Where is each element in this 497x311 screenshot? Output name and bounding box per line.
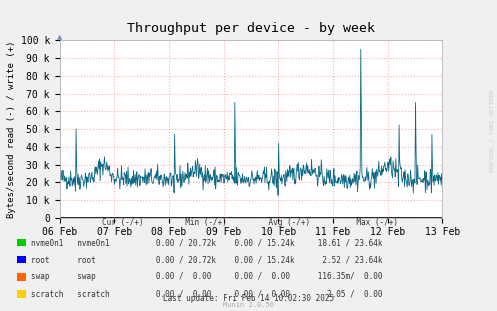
Text: Cur (-/+)         Min (-/+)         Avg (-/+)          Max (-/+): Cur (-/+) Min (-/+) Avg (-/+) Max (-/+) <box>65 218 398 227</box>
Text: Munin 2.0.56: Munin 2.0.56 <box>223 302 274 308</box>
Title: Throughput per device - by week: Throughput per device - by week <box>127 22 375 35</box>
Text: scratch   scratch          0.00 /  0.00     0.00 /  0.00        2.05 /  0.00: scratch scratch 0.00 / 0.00 0.00 / 0.00 … <box>31 290 382 298</box>
Text: RRDTOOL / TOBI OETIKER: RRDTOOL / TOBI OETIKER <box>490 89 495 172</box>
Text: ▲: ▲ <box>57 35 62 40</box>
Text: nvme0n1   nvme0n1          0.00 / 20.72k    0.00 / 15.24k     18.61 / 23.64k: nvme0n1 nvme0n1 0.00 / 20.72k 0.00 / 15.… <box>31 238 382 247</box>
Y-axis label: Bytes/second read (-) / write (+): Bytes/second read (-) / write (+) <box>7 40 16 218</box>
Text: swap      swap             0.00 /  0.00     0.00 /  0.00      116.35m/  0.00: swap swap 0.00 / 0.00 0.00 / 0.00 116.35… <box>31 272 382 281</box>
Text: Last update: Fri Feb 14 10:02:30 2025: Last update: Fri Feb 14 10:02:30 2025 <box>163 294 334 303</box>
Text: root      root             0.00 / 20.72k    0.00 / 15.24k      2.52 / 23.64k: root root 0.00 / 20.72k 0.00 / 15.24k 2.… <box>31 255 382 264</box>
